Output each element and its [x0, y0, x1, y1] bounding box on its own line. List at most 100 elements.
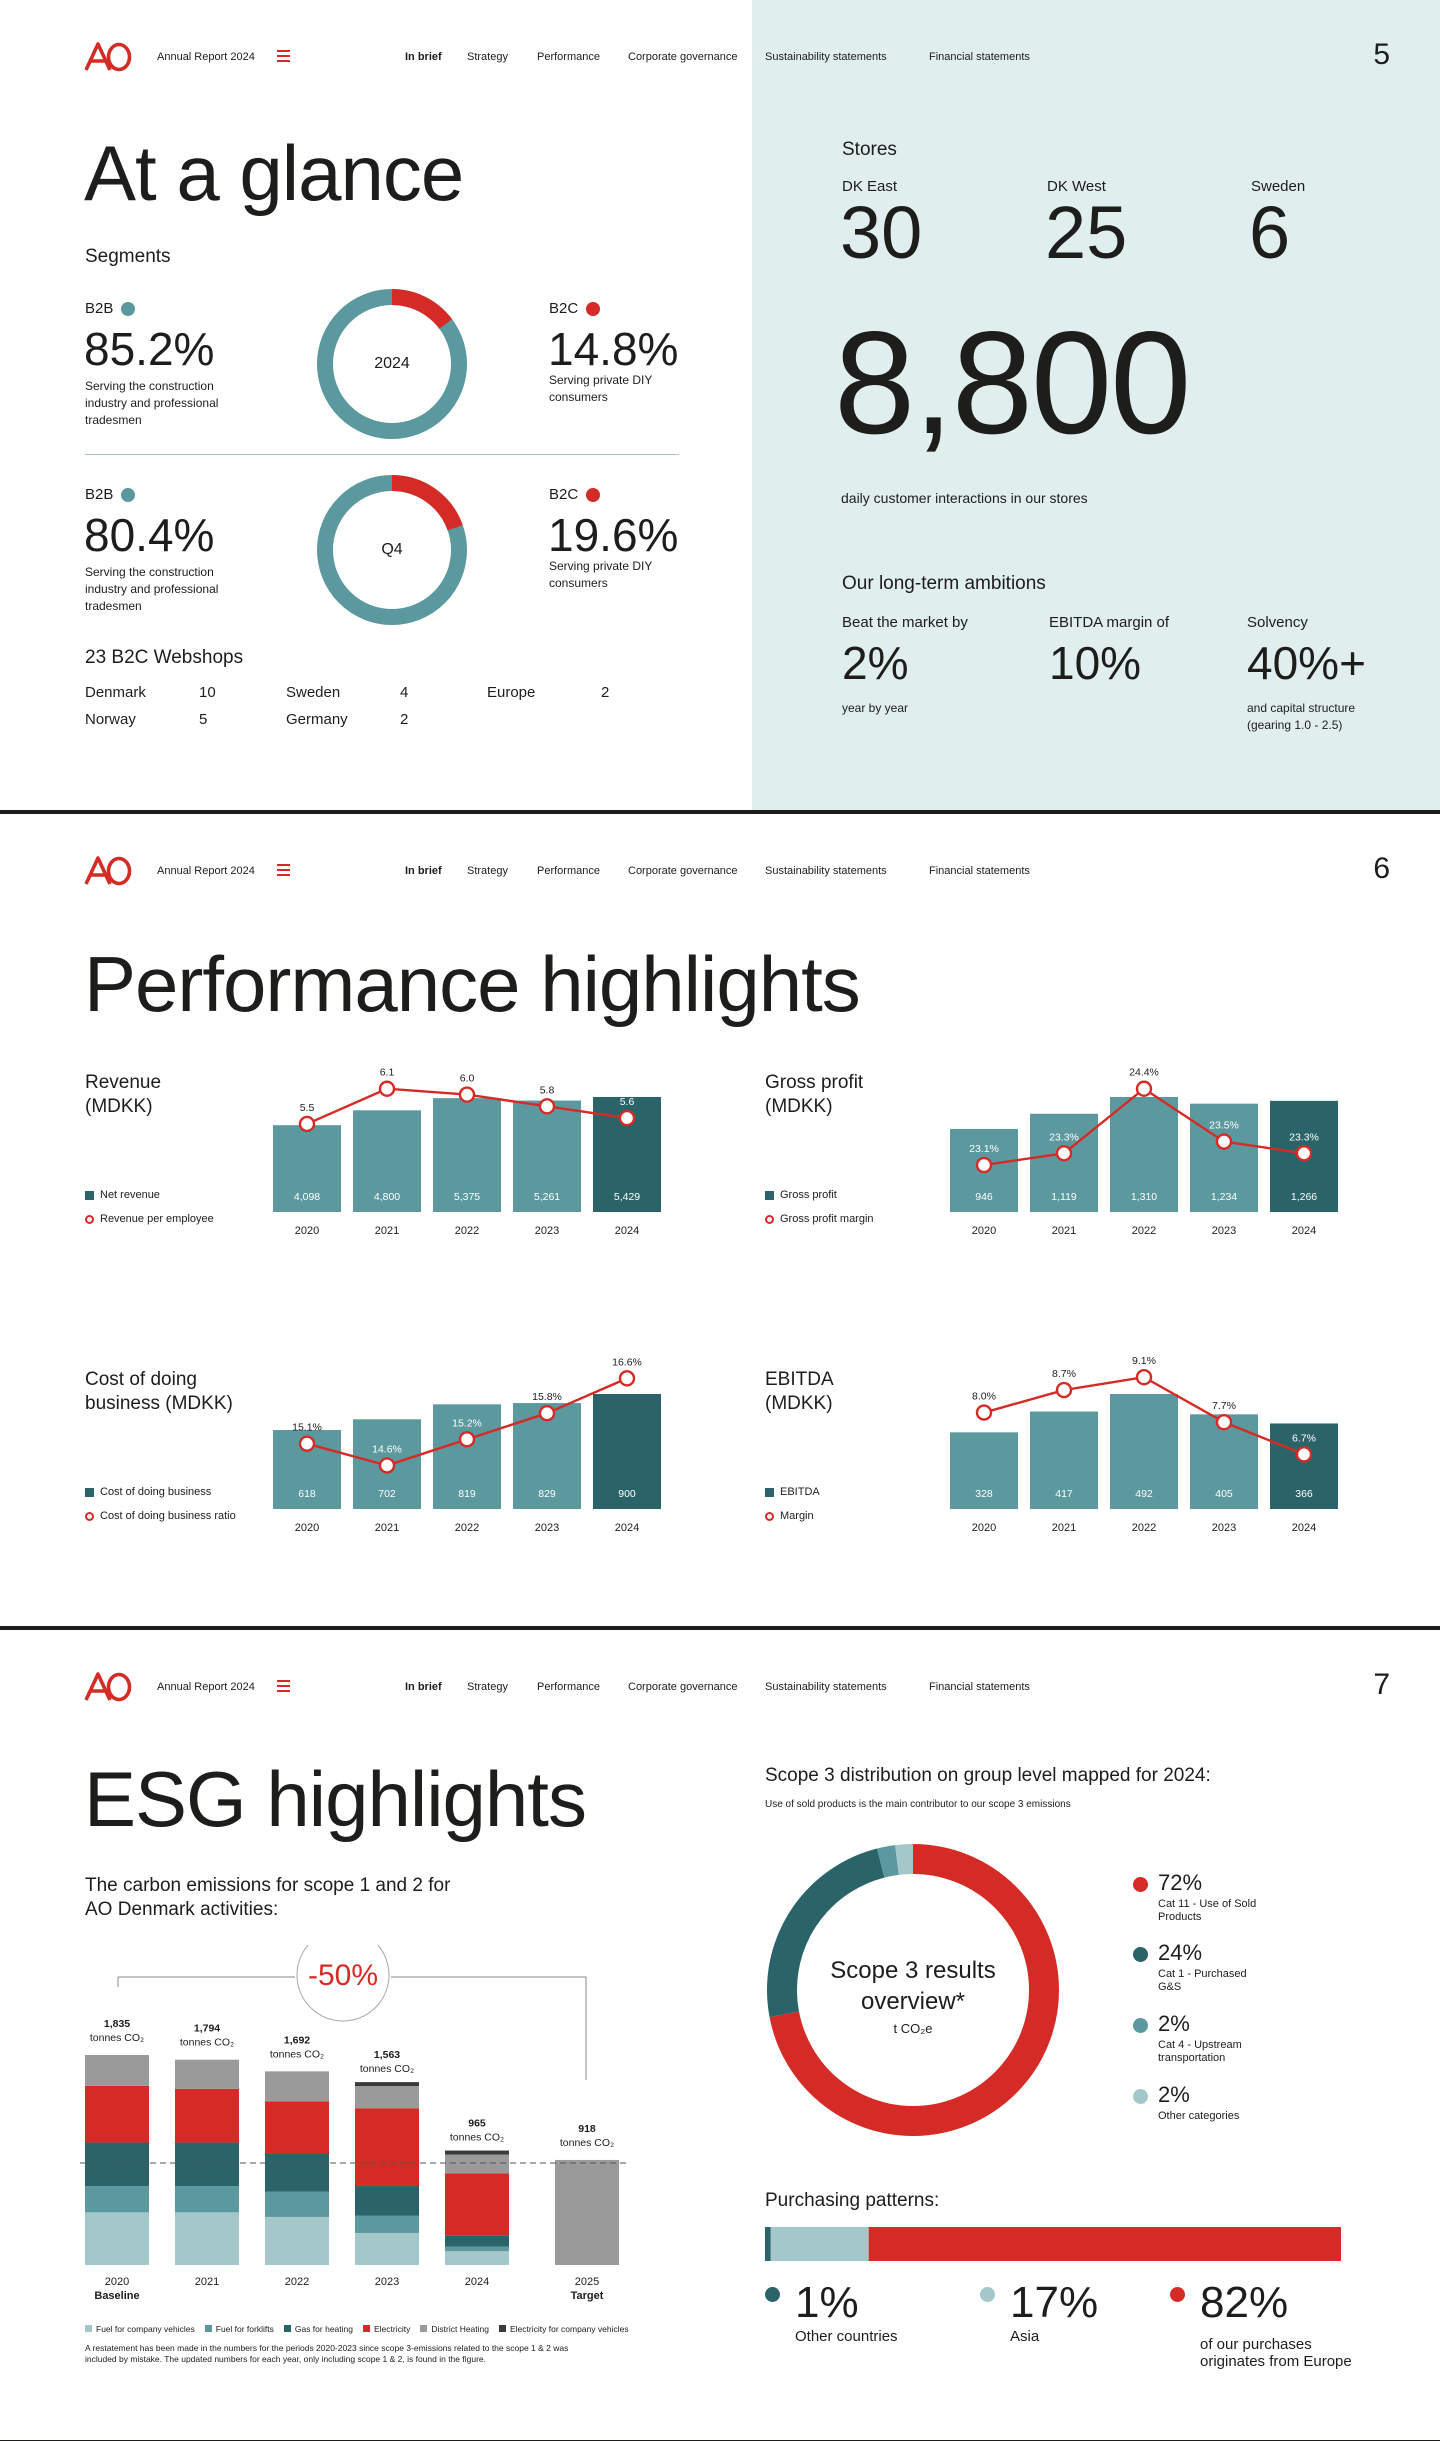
- menu-icon[interactable]: [277, 1680, 290, 1692]
- bar-label: 1,234: [1211, 1191, 1237, 1203]
- slice-text: Cat 11 - Use of Sold: [1158, 1898, 1257, 1910]
- bar-label: 417: [1055, 1488, 1073, 1500]
- bar-2022: [1110, 1394, 1178, 1509]
- ao-logo[interactable]: [84, 40, 132, 72]
- category-label: 2023: [535, 1522, 559, 1534]
- bar-label: 4,800: [374, 1191, 400, 1203]
- ratio-point: [975, 1404, 993, 1421]
- year-label: 2025: [575, 2276, 599, 2288]
- nav-strategy[interactable]: Strategy: [467, 51, 508, 63]
- slice-value: 2%: [1158, 2082, 1190, 2107]
- legend-bar: Net revenue: [85, 1189, 214, 1201]
- donut-b2c-arc: [317, 289, 467, 439]
- category-label: 2021: [375, 1522, 399, 1534]
- ao-logo[interactable]: [84, 854, 132, 886]
- b2c-desc-line: consumers: [549, 576, 608, 590]
- nav-sustainability-statements[interactable]: Sustainability statements: [765, 865, 887, 877]
- slice-dot-icon: [1133, 2089, 1148, 2104]
- nav-in-brief[interactable]: In brief: [405, 865, 442, 877]
- stack-segment: [85, 2142, 149, 2187]
- category-label: 2023: [535, 1225, 559, 1237]
- b2b-value: 80.4%: [84, 509, 215, 561]
- purchasing-segment: [868, 2227, 1341, 2261]
- bar-2023: [513, 1100, 581, 1212]
- stack-top: [355, 2082, 419, 2087]
- ambition-value: 10%: [1049, 637, 1142, 689]
- stack-segment: [445, 2154, 509, 2174]
- store-region: DK West: [1047, 178, 1106, 195]
- ratio-label: 23.1%: [969, 1143, 999, 1155]
- b2c-description: Serving private DIY consumers: [549, 372, 652, 406]
- bar-2022: [433, 1098, 501, 1212]
- segments-label: Segments: [85, 246, 171, 267]
- nav-financial-statements[interactable]: Financial statements: [929, 1681, 1030, 1693]
- category-label: 2022: [1132, 1225, 1156, 1237]
- ambition-note: year by year: [842, 701, 909, 715]
- nav-sustainability-statements[interactable]: Sustainability statements: [765, 51, 887, 63]
- nav-strategy[interactable]: Strategy: [467, 865, 508, 877]
- category-label: 2021: [1052, 1522, 1076, 1534]
- b2c-dot-icon: [586, 488, 601, 503]
- nav-in-brief[interactable]: In brief: [405, 51, 442, 63]
- scope3-title: Scope 3 distribution on group level mapp…: [765, 1765, 1211, 1786]
- legend-square-icon: [765, 1487, 774, 1497]
- ambitions-label: Our long-term ambitions: [842, 573, 1046, 594]
- ratio-label: 23.3%: [1049, 1131, 1079, 1143]
- total-label: 1,794: [194, 2023, 220, 2035]
- ratio-label: 8.7%: [1052, 1368, 1076, 1380]
- store-region: DK East: [842, 178, 898, 195]
- menu-icon[interactable]: [277, 50, 290, 62]
- nav-financial-statements[interactable]: Financial statements: [929, 51, 1030, 63]
- nav-sustainability-statements[interactable]: Sustainability statements: [765, 1681, 887, 1693]
- nav-strategy[interactable]: Strategy: [467, 1681, 508, 1693]
- page-number: 6: [1373, 852, 1390, 885]
- store-count: 25: [1045, 191, 1128, 274]
- store-count: 30: [840, 191, 923, 274]
- webshop-country: Sweden: [286, 684, 341, 701]
- stack-segment: [175, 2142, 239, 2187]
- store-count: 6: [1249, 191, 1291, 274]
- ao-logo[interactable]: [84, 1670, 132, 1702]
- combo-chart: 618 2020 702 2021 819 2022 829 2023 900 2024 15.1%…: [273, 1356, 661, 1534]
- nav-corporate-governance[interactable]: Corporate governance: [628, 1681, 738, 1693]
- b2c-dot-icon: [586, 302, 601, 317]
- nav-performance[interactable]: Performance: [537, 1681, 600, 1693]
- ratio-point: [618, 1109, 636, 1127]
- nav-corporate-governance[interactable]: Corporate governance: [628, 51, 738, 63]
- nav-performance[interactable]: Performance: [537, 51, 600, 63]
- stack-legend-item: Fuel for forklifts: [204, 2324, 274, 2334]
- slice-text: transportation: [1158, 2052, 1226, 2064]
- b2b-label-text: B2B: [85, 300, 114, 317]
- nav-in-brief[interactable]: In brief: [405, 1681, 442, 1693]
- menu-icon[interactable]: [277, 864, 290, 876]
- segment-donut: [317, 475, 467, 625]
- ratio-point: [538, 1098, 556, 1115]
- bar-2020: [950, 1432, 1018, 1509]
- legend-line-text: Revenue per employee: [100, 1213, 214, 1225]
- stores-panel: [752, 0, 1440, 810]
- nav-corporate-governance[interactable]: Corporate governance: [628, 865, 738, 877]
- webshop-count: 4: [400, 684, 409, 701]
- slice-text: Cat 4 - Upstream: [1158, 2039, 1242, 2051]
- b2b-desc-line: industry and professional: [85, 582, 219, 596]
- bar-label: 328: [975, 1488, 993, 1500]
- category-label: 2024: [1292, 1522, 1316, 1534]
- chart-legend: Net revenue Revenue per employee: [85, 1189, 214, 1237]
- ratio-label: 6.7%: [1292, 1432, 1316, 1444]
- nav-performance[interactable]: Performance: [537, 865, 600, 877]
- page-header: Annual Report 2024 In brief Strategy Perfor…: [0, 814, 1440, 929]
- legend-bar: Cost of doing business: [85, 1486, 236, 1498]
- ratio-point: [298, 1435, 316, 1452]
- stack-segment: [85, 2055, 149, 2086]
- category-label: 2021: [375, 1225, 399, 1237]
- bar-2021: [353, 1110, 421, 1212]
- category-label: 2024: [615, 1522, 639, 1534]
- segment-text: of our purchases: [1200, 2336, 1312, 2353]
- segment-text: Asia: [1010, 2328, 1040, 2345]
- nav-financial-statements[interactable]: Financial statements: [929, 865, 1030, 877]
- slice-text: Cat 1 - Purchased: [1158, 1968, 1247, 1980]
- store-region: Sweden: [1251, 178, 1306, 195]
- purchasing-segment: [765, 2227, 771, 2261]
- category-label: 2022: [455, 1225, 479, 1237]
- carbon-title: The carbon emissions for scope 1 and 2 f…: [85, 1875, 451, 1896]
